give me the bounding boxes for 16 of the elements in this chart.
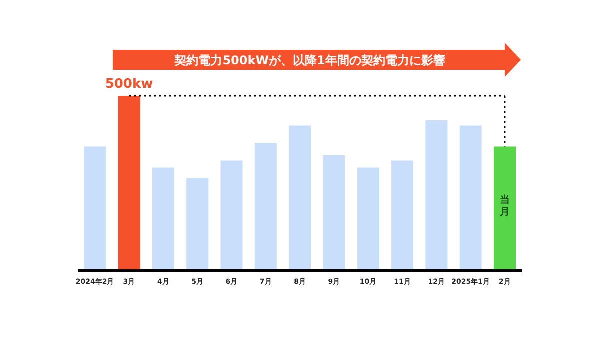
bar [254,143,277,271]
annotation: 当月 [498,194,510,218]
bar [152,168,174,271]
bar [289,126,312,271]
bar [392,160,414,271]
bar [186,178,209,271]
bar [84,146,106,271]
bar [220,160,243,271]
chart-title: 契約電力500kWが、以降1年間の契約電力に影響 [174,54,446,68]
bar [357,168,380,271]
bar [118,96,140,271]
bar [426,120,448,271]
bar [494,146,516,271]
annotation: 500kw [105,77,154,92]
bar [323,156,346,271]
bar [460,126,482,271]
